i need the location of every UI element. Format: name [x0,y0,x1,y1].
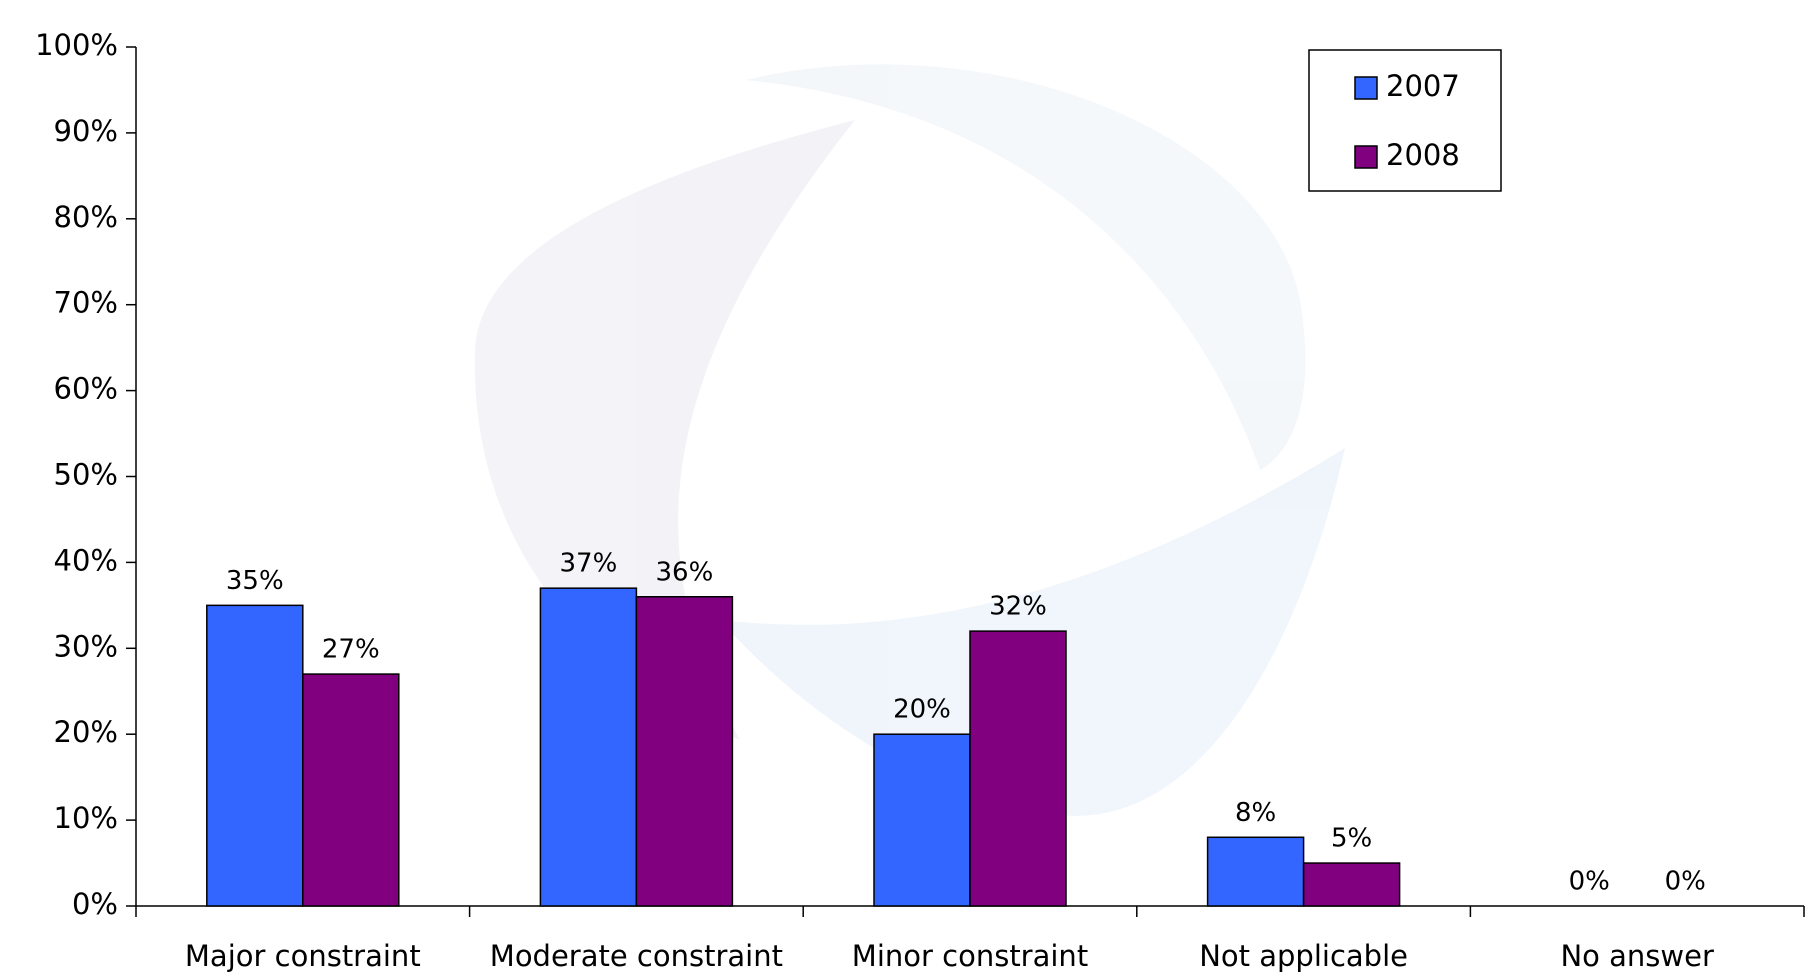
y-tick-label: 90% [54,114,118,148]
x-tick-label: No answer [1560,939,1713,973]
value-label: 35% [226,566,284,596]
value-label: 0% [1665,867,1706,897]
x-tick-label: Minor constraint [852,939,1088,973]
bar [873,733,971,907]
x-tick-label: Not applicable [1199,939,1408,973]
bar [635,596,734,907]
y-tick-label: 50% [54,458,118,492]
bar [1302,862,1401,907]
y-tick-label: 60% [54,372,118,406]
legend-label: 2007 [1386,69,1460,103]
value-label: 8% [1235,798,1276,828]
y-tick-label: 40% [54,543,118,577]
bar [1206,836,1305,907]
value-label: 27% [322,635,380,665]
value-label: 5% [1331,824,1372,854]
x-tick-label: Major constraint [185,939,421,973]
value-label: 20% [893,695,951,725]
bar [206,604,304,907]
legend-swatch [1354,76,1378,100]
legend-label: 2008 [1386,138,1460,172]
value-label: 36% [656,557,714,587]
value-label: 32% [989,592,1047,622]
y-tick-label: 70% [54,286,118,320]
y-tick-label: 0% [72,887,118,921]
y-tick-label: 100% [35,28,118,62]
legend-swatch [1354,145,1378,169]
legend-box [1308,49,1502,192]
y-tick-label: 10% [54,801,118,835]
value-label: 37% [560,549,618,579]
x-tick-label: Moderate constraint [490,939,783,973]
y-tick-label: 30% [54,629,118,663]
bar [969,630,1067,907]
value-label: 0% [1569,867,1610,897]
y-tick-label: 20% [54,715,118,749]
y-tick-label: 80% [54,200,118,234]
bar [302,673,400,907]
bar [539,587,638,907]
